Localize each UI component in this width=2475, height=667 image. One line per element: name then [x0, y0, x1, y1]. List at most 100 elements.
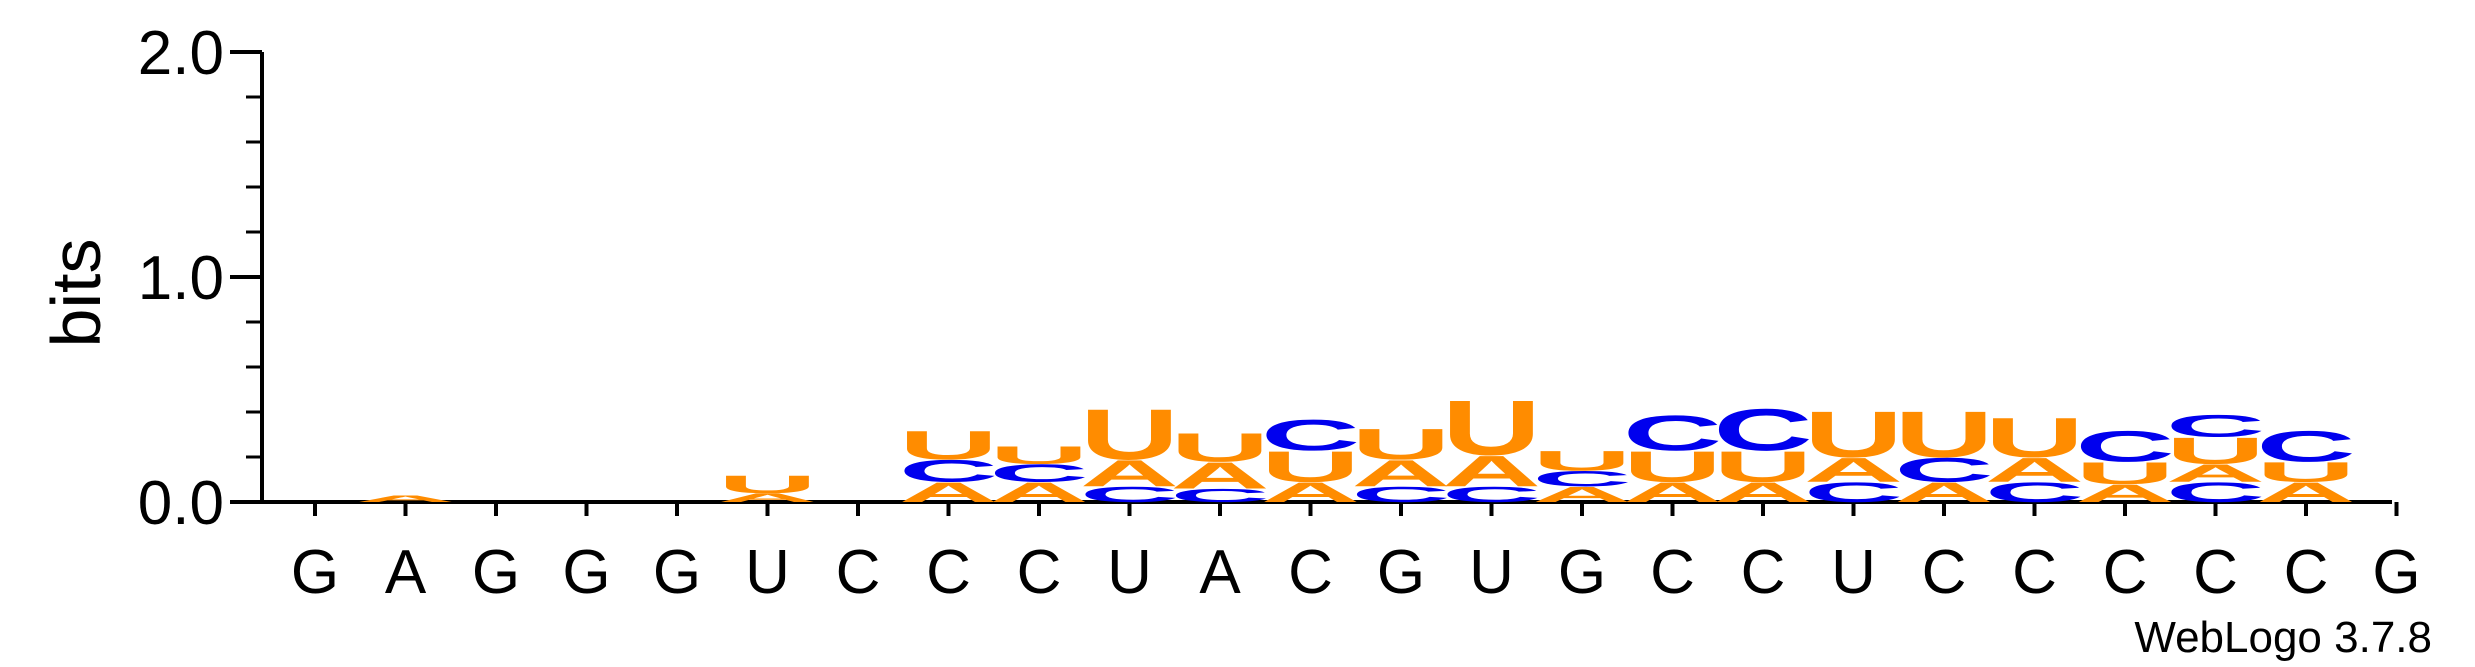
logo-letter: A [1804, 451, 1903, 489]
logo-letter-glyph: A [899, 477, 999, 508]
logo-letter: C [1985, 477, 2085, 508]
logo-letter: U [2166, 430, 2266, 472]
logo-letter: C [2256, 422, 2356, 471]
logo-letter-glyph: A [1894, 477, 1994, 508]
logo-letter-glyph: A [1261, 477, 1361, 508]
logo-letter: U [1532, 445, 1632, 476]
logo-letter-glyph: A [356, 494, 455, 504]
position-label: C [926, 538, 971, 607]
logo-letter: C [2166, 409, 2265, 444]
position-label: G [1377, 538, 1425, 607]
logo-letter-glyph: A [1532, 482, 1631, 506]
position-label: C [836, 538, 881, 607]
logo-stacks: A AU ACUACUCAUCAUAUCCAUCAUACUAUCAUCCAUACUC… [356, 384, 2356, 508]
position-label: C [2012, 538, 2057, 607]
logo-letter-glyph: U [1261, 442, 1361, 491]
logo-letter: U [2256, 457, 2356, 488]
y-tick-label: 0.0 [138, 469, 224, 538]
logo-letter-glyph: C [1894, 451, 1993, 489]
logo-letter-glyph: C [1532, 466, 1631, 490]
y-axis-title: bits [37, 239, 115, 348]
logo-letter: A [2256, 477, 2356, 508]
logo-letter-glyph: A [989, 477, 1089, 508]
logo-letter-glyph: C [1261, 410, 1361, 459]
logo-letter-glyph: U [1713, 442, 1813, 491]
logo-letter: A [1713, 477, 1813, 508]
logo-letter-glyph: A [1985, 451, 2084, 489]
position-label: C [2193, 538, 2238, 607]
logo-letter: U [1261, 442, 1361, 491]
logo-letter: C [899, 454, 998, 489]
logo-letter-glyph: C [1080, 482, 1179, 506]
position-label: C [1017, 538, 1062, 607]
logo-letter: A [2166, 459, 2265, 487]
logo-letter: C [1894, 451, 1993, 489]
logo-letter-glyph: A [1623, 477, 1723, 508]
logo-letter-glyph: A [2166, 459, 2265, 487]
logo-letter-glyph: U [718, 470, 817, 498]
logo-letter: U [1351, 419, 1451, 468]
logo-letter-glyph: A [718, 491, 817, 505]
logo-letter: C [1442, 482, 1541, 506]
y-tick-label: 2.0 [138, 19, 224, 88]
logo-letter: C [2075, 422, 2175, 471]
logo-letter: A [1351, 453, 1451, 495]
logo-letter-glyph: C [1442, 482, 1541, 506]
position-label: G [291, 538, 339, 607]
logo-letter: U [1894, 397, 1993, 471]
logo-letter-glyph: A [1170, 455, 1270, 497]
position-label: G [653, 538, 701, 607]
credit-label: WebLogo 3.7.8 [2134, 613, 2432, 662]
logo-letter-glyph: C [2256, 422, 2356, 471]
logo-letter-glyph: C [1170, 485, 1269, 506]
position-label: C [1741, 538, 1786, 607]
position-label: U [1469, 538, 1514, 607]
logo-letter-glyph: C [2166, 409, 2265, 444]
logo-letter: A [899, 477, 999, 508]
logo-letter-glyph: U [1080, 395, 1180, 475]
logo-letter-glyph: C [989, 459, 1088, 487]
y-axis: 0.0 1.0 2.0 [138, 19, 264, 538]
y-tick-label: 1.0 [138, 244, 224, 313]
position-label: C [1288, 538, 1333, 607]
logo-letter-glyph: U [2166, 430, 2266, 472]
logo-letter-glyph: A [1804, 451, 1903, 489]
position-label: G [1558, 538, 1606, 607]
logo-letter-glyph: A [1442, 446, 1542, 495]
logo-letter-glyph: U [1804, 397, 1903, 471]
logo-letter: U [1623, 442, 1723, 491]
logo-letter-glyph: U [1442, 384, 1541, 471]
position-label: G [562, 538, 610, 607]
position-label: C [2284, 538, 2329, 607]
logo-letter-glyph: U [1170, 425, 1270, 471]
logo-letter: A [718, 491, 817, 505]
position-label: U [1831, 538, 1876, 607]
logo-letter-glyph: A [1713, 477, 1813, 508]
logo-letter-glyph: A [2256, 477, 2356, 508]
logo-letter-glyph: U [1532, 445, 1632, 476]
logo-letter: A [2075, 479, 2174, 507]
logo-letter-glyph: C [1623, 405, 1722, 461]
logo-letter: U [1170, 425, 1270, 471]
logo-letter-glyph: U [2256, 457, 2356, 488]
logo-letter: A [1894, 477, 1994, 508]
position-label: G [2372, 538, 2420, 607]
logo-letter: C [2166, 477, 2266, 508]
logo-letter: A [356, 494, 455, 504]
logo-letter-glyph: U [1894, 397, 1993, 471]
logo-letter: C [1261, 410, 1361, 459]
logo-letter: C [1351, 482, 1450, 506]
logo-letter-glyph: C [899, 454, 998, 489]
logo-letter-glyph: U [2075, 456, 2174, 491]
position-label: C [1650, 538, 1695, 607]
logo-letter-glyph: A [1080, 453, 1180, 495]
logo-letter-glyph: U [1623, 442, 1723, 491]
position-label: U [1107, 538, 1152, 607]
logo-letter: U [1985, 407, 2084, 470]
logo-letter: C [1170, 485, 1269, 506]
logo-letter-glyph: C [1713, 397, 1812, 463]
position-label: A [1199, 538, 1241, 607]
logo-letter: A [1985, 451, 2084, 489]
